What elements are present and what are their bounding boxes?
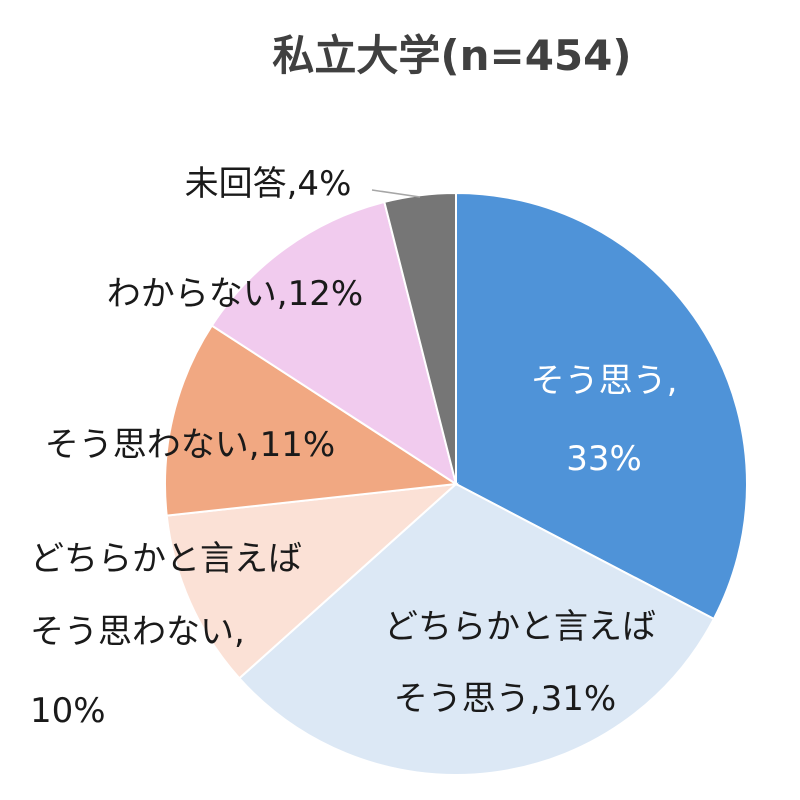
slice-mikaitou — [383, 191, 457, 485]
slice-label-line: そう思う,31% — [394, 679, 616, 719]
slice-label-sou-omou: そう思う, 33% — [531, 361, 678, 479]
slice-label-sou-omowanai: そう思わない,11% — [45, 425, 335, 465]
slice-label-line: 10% — [30, 691, 106, 731]
leader-line-unanswered — [371, 189, 421, 198]
pie-slices — [164, 191, 748, 776]
chart-title: 私立大学(n=454) — [272, 31, 631, 80]
slice-sou-omowanai — [164, 324, 459, 517]
slice-label-mikaitou: 未回答,4% — [185, 164, 352, 204]
slice-label-wakaranai: わからない,12% — [107, 274, 363, 314]
slice-dochiraka-sou-omowanai — [165, 482, 459, 680]
slice-label-line: そう思う, — [531, 361, 678, 401]
slice-label-line: どちらかと言えば — [384, 607, 656, 647]
slice-label-dochiraka-sou-omou: どちらかと言えば そう思う,31% — [384, 607, 656, 719]
slice-label-dochiraka-sou-omowanai: どちらかと言えば そう思わない, 10% — [30, 539, 302, 731]
slice-label-line: どちらかと言えば — [30, 539, 302, 579]
slice-wakaranai — [210, 200, 458, 487]
slice-sou-omou — [455, 191, 748, 621]
slice-label-line: 33% — [566, 439, 642, 479]
slice-dochiraka-sou-omou — [237, 482, 716, 776]
slice-label-line: そう思わない, — [30, 612, 245, 652]
